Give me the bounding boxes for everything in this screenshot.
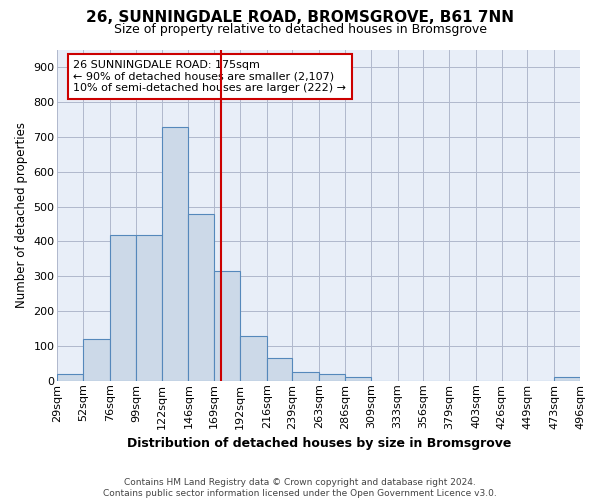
X-axis label: Distribution of detached houses by size in Bromsgrove: Distribution of detached houses by size … xyxy=(127,437,511,450)
Bar xyxy=(136,234,161,381)
Bar xyxy=(58,374,83,381)
Bar xyxy=(292,372,319,381)
Bar xyxy=(345,378,371,381)
Text: 26 SUNNINGDALE ROAD: 175sqm
← 90% of detached houses are smaller (2,107)
10% of : 26 SUNNINGDALE ROAD: 175sqm ← 90% of det… xyxy=(73,60,346,93)
Y-axis label: Number of detached properties: Number of detached properties xyxy=(15,122,28,308)
Bar xyxy=(83,339,110,381)
Bar xyxy=(161,126,188,381)
Bar xyxy=(319,374,345,381)
Bar xyxy=(214,271,240,381)
Text: 26, SUNNINGDALE ROAD, BROMSGROVE, B61 7NN: 26, SUNNINGDALE ROAD, BROMSGROVE, B61 7N… xyxy=(86,10,514,25)
Bar xyxy=(240,336,266,381)
Bar xyxy=(266,358,292,381)
Bar xyxy=(110,234,136,381)
Bar xyxy=(188,214,214,381)
Text: Contains HM Land Registry data © Crown copyright and database right 2024.
Contai: Contains HM Land Registry data © Crown c… xyxy=(103,478,497,498)
Text: Size of property relative to detached houses in Bromsgrove: Size of property relative to detached ho… xyxy=(113,22,487,36)
Bar xyxy=(554,378,580,381)
